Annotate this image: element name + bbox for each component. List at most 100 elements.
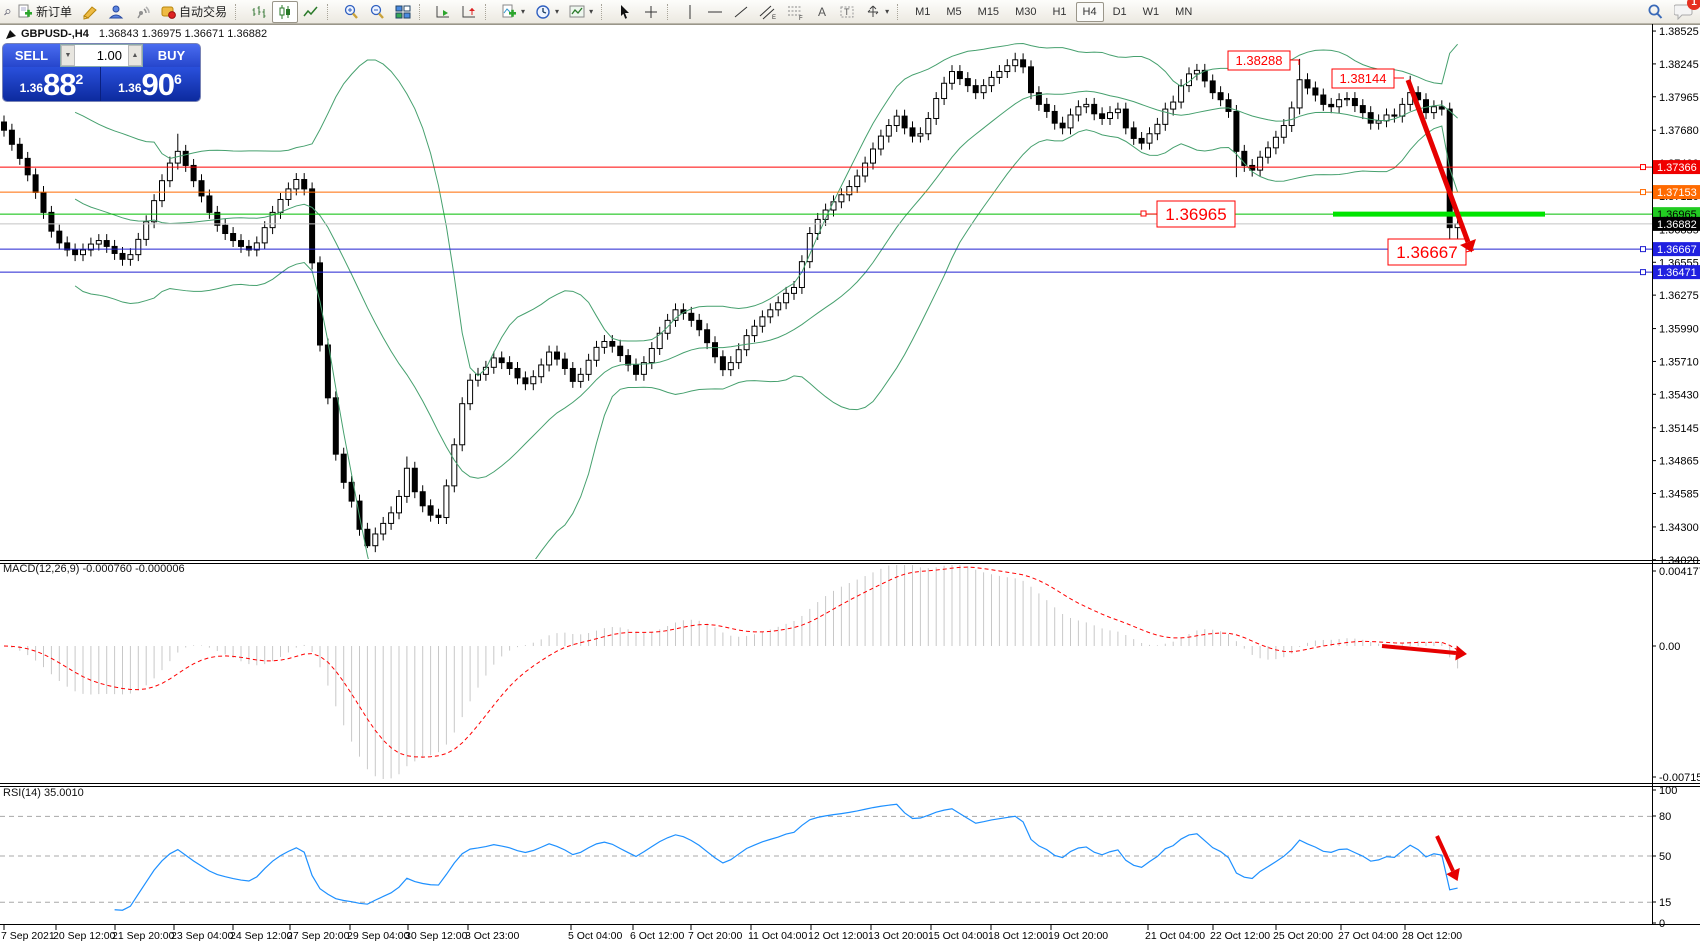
channel-button[interactable]: E bbox=[754, 1, 782, 23]
svg-text:23 Sep 04:00: 23 Sep 04:00 bbox=[171, 930, 234, 942]
svg-text:6 Oct 12:00: 6 Oct 12:00 bbox=[630, 930, 684, 942]
volume-stepper[interactable]: ▼ 1.00 ▲ bbox=[60, 44, 143, 67]
arrows-tool-button[interactable]: ▾ bbox=[860, 1, 894, 23]
timeframe-button-m5[interactable]: M5 bbox=[946, 5, 962, 18]
svg-text:1.36275: 1.36275 bbox=[1659, 290, 1699, 302]
dropdown-caret: ▾ bbox=[589, 7, 594, 16]
svg-text:20 Sep 12:00: 20 Sep 12:00 bbox=[53, 930, 116, 942]
svg-text:1.35145: 1.35145 bbox=[1659, 423, 1699, 435]
candlestick-series bbox=[1, 52, 1461, 553]
cursor-button[interactable] bbox=[612, 1, 638, 23]
rsi-line bbox=[114, 803, 1458, 911]
auto-trading-button[interactable]: 自动交易 bbox=[155, 1, 232, 23]
bid-quote[interactable]: 1.36 88 2 bbox=[3, 67, 101, 101]
broadcast-button[interactable] bbox=[129, 1, 155, 23]
ask-quote[interactable]: 1.36 90 6 bbox=[101, 67, 199, 101]
vertical-line-button[interactable] bbox=[678, 1, 702, 23]
profile-button[interactable] bbox=[103, 1, 129, 23]
tile-windows-icon bbox=[395, 5, 411, 18]
svg-text:1.34020: 1.34020 bbox=[1659, 555, 1699, 567]
crosshair-icon bbox=[645, 5, 658, 18]
volume-increase-button[interactable]: ▲ bbox=[128, 45, 142, 66]
search-icon[interactable] bbox=[1646, 3, 1664, 21]
timeframe-button-m30[interactable]: M30 bbox=[1015, 5, 1037, 18]
svg-text:15 Oct 04:00: 15 Oct 04:00 bbox=[928, 930, 988, 942]
styler-button[interactable] bbox=[77, 1, 103, 23]
new-order-button[interactable]: 新订单 bbox=[12, 1, 77, 23]
trendline-button[interactable] bbox=[728, 1, 754, 23]
text-label-button[interactable]: T bbox=[834, 1, 860, 23]
volume-value[interactable]: 1.00 bbox=[96, 48, 122, 63]
periods-button[interactable]: ▾ bbox=[530, 1, 564, 23]
svg-text:1.34865: 1.34865 bbox=[1659, 456, 1699, 468]
horizontal-line-button[interactable] bbox=[702, 1, 728, 23]
text-button[interactable]: A bbox=[810, 1, 834, 23]
chart-title: GBPUSD-,H4 bbox=[21, 28, 89, 40]
arrows-tool-icon bbox=[867, 5, 879, 17]
timeframe-button-w1[interactable]: W1 bbox=[1142, 5, 1160, 18]
new-order-label: 新订单 bbox=[36, 5, 73, 19]
bid-pip: 2 bbox=[75, 71, 84, 87]
svg-text:1.37965: 1.37965 bbox=[1659, 92, 1699, 104]
symbol-marker-icon bbox=[6, 29, 16, 39]
chart-shift-icon bbox=[462, 5, 476, 17]
bar-chart-button[interactable] bbox=[246, 1, 272, 23]
horizontal-line[interactable] bbox=[0, 164, 1652, 171]
svg-text:1.37366: 1.37366 bbox=[1657, 162, 1697, 174]
svg-text:1.37680: 1.37680 bbox=[1659, 125, 1699, 137]
price-annotation[interactable]: 1.38144 bbox=[1331, 68, 1404, 89]
svg-text:A: A bbox=[818, 5, 826, 19]
svg-text:1.34585: 1.34585 bbox=[1659, 488, 1699, 500]
trend-arrow[interactable] bbox=[1381, 644, 1467, 661]
horizontal-line[interactable] bbox=[0, 269, 1652, 276]
fibonacci-button[interactable]: F bbox=[782, 1, 810, 23]
price-axis-ticks: 1.385251.382451.379651.376801.374001.371… bbox=[1652, 26, 1699, 567]
chart-canvas[interactable]: 1.385251.382451.379651.376801.374001.371… bbox=[0, 24, 1700, 943]
svg-text:3 Oct 23:00: 3 Oct 23:00 bbox=[465, 930, 519, 942]
rsi-axis-label: 80 bbox=[1659, 811, 1671, 823]
crosshair-button[interactable] bbox=[638, 1, 664, 23]
line-chart-icon bbox=[303, 6, 318, 16]
zoom-out-button[interactable] bbox=[364, 1, 390, 23]
timeframe-button-h4[interactable]: H4 bbox=[1075, 1, 1104, 22]
svg-text:28 Oct 12:00: 28 Oct 12:00 bbox=[1402, 930, 1462, 942]
timeframe-button-mn[interactable]: MN bbox=[1175, 5, 1193, 18]
chart-shift-button[interactable] bbox=[456, 1, 482, 23]
line-chart-button[interactable] bbox=[298, 1, 324, 23]
toolbar-separator bbox=[601, 3, 609, 20]
svg-text:1.36965: 1.36965 bbox=[1165, 205, 1226, 224]
trend-arrow[interactable] bbox=[1405, 79, 1476, 253]
trend-arrow[interactable] bbox=[1435, 835, 1460, 882]
price-annotation[interactable]: 1.36667 bbox=[1387, 238, 1475, 266]
price-annotation[interactable]: 1.36965 bbox=[1140, 200, 1236, 228]
one-click-trading-panel: SELL ▼ 1.00 ▲ BUY 1.36 88 2 1.36 90 6 bbox=[3, 44, 200, 101]
horizontal-line[interactable] bbox=[0, 189, 1652, 196]
svg-text:1.38525: 1.38525 bbox=[1659, 26, 1699, 38]
timeframe-button-m15[interactable]: M15 bbox=[977, 5, 1000, 18]
candlestick-chart-button[interactable] bbox=[272, 0, 299, 23]
volume-decrease-button[interactable]: ▼ bbox=[61, 45, 75, 66]
toolbar-separator bbox=[485, 3, 493, 20]
text-label-icon: T bbox=[840, 6, 854, 17]
svg-text:18 Oct 12:00: 18 Oct 12:00 bbox=[988, 930, 1048, 942]
price-annotation[interactable]: 1.38288 bbox=[1227, 50, 1300, 71]
rsi-axis-label: 50 bbox=[1659, 851, 1671, 863]
templates-button[interactable]: ▾ bbox=[564, 1, 598, 23]
tile-windows-button[interactable] bbox=[390, 1, 416, 23]
timeframe-button-d1[interactable]: D1 bbox=[1112, 5, 1127, 18]
macd-signal-line bbox=[3, 566, 1458, 758]
rsi-axis-label: 15 bbox=[1659, 897, 1671, 909]
buy-button[interactable]: BUY bbox=[143, 44, 200, 67]
indicators-button[interactable]: ▾ bbox=[496, 1, 530, 23]
timeframe-button-h1[interactable]: H1 bbox=[1052, 5, 1067, 18]
timeframe-button-m1[interactable]: M1 bbox=[915, 5, 931, 18]
svg-text:21 Sep 20:00: 21 Sep 20:00 bbox=[112, 930, 175, 942]
auto-scroll-button[interactable] bbox=[430, 1, 456, 23]
horizontal-line[interactable] bbox=[0, 246, 1652, 253]
chat-button[interactable]: 1 bbox=[1673, 0, 1700, 23]
svg-text:1.36667: 1.36667 bbox=[1396, 243, 1457, 262]
sell-button[interactable]: SELL bbox=[3, 44, 60, 67]
macd-axis-label: -0.007153 bbox=[1659, 772, 1700, 784]
trendline-icon bbox=[734, 6, 748, 17]
zoom-in-button[interactable] bbox=[338, 1, 364, 23]
